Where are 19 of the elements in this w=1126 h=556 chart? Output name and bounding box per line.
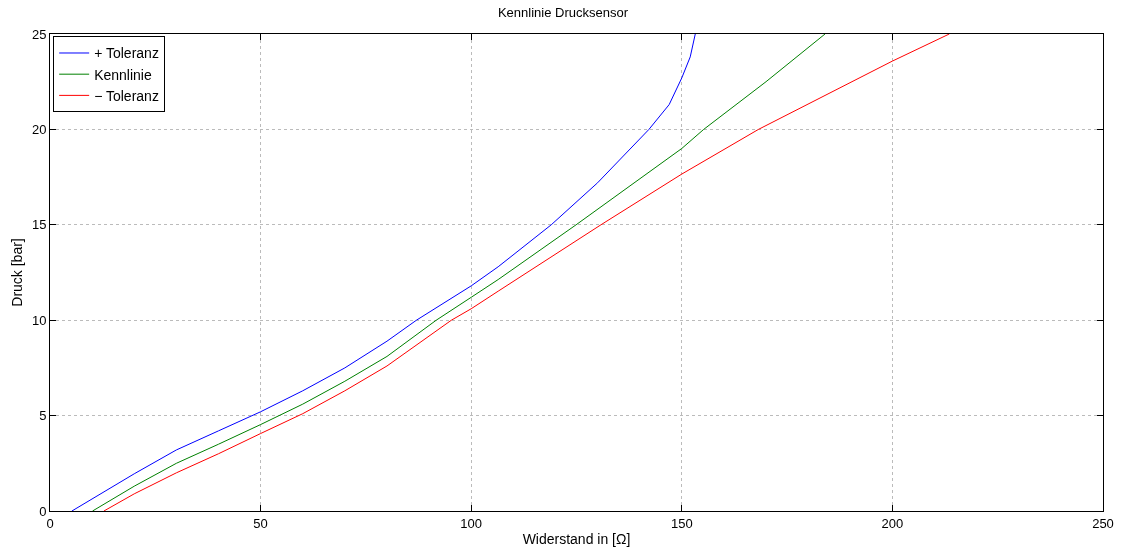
y-tick-label: 15	[31, 217, 47, 233]
x-tick-label: 100	[460, 515, 483, 531]
line-series	[92, 34, 826, 511]
x-tick-label: 200	[881, 515, 904, 531]
x-tick-label: 150	[670, 515, 693, 531]
chart-title: Kennlinie Drucksensor	[497, 5, 629, 21]
y-axis-title: Druck [bar]	[8, 238, 25, 307]
x-tick-label: 250	[1092, 515, 1114, 531]
legend-label: Kennlinie	[94, 66, 152, 83]
y-tick-label: 20	[31, 121, 47, 137]
legend-label: + Toleranz	[94, 45, 159, 62]
y-tick-label: 0	[39, 503, 47, 519]
line-series	[71, 34, 696, 511]
legend-label: − Toleranz	[94, 87, 159, 104]
x-tick-label: 50	[253, 515, 268, 531]
y-tick-label: 5	[39, 408, 47, 424]
y-tick-label: 25	[31, 26, 47, 42]
x-axis-title: Widerstand in [Ω]	[522, 530, 631, 547]
y-tick-label: 10	[31, 312, 47, 328]
